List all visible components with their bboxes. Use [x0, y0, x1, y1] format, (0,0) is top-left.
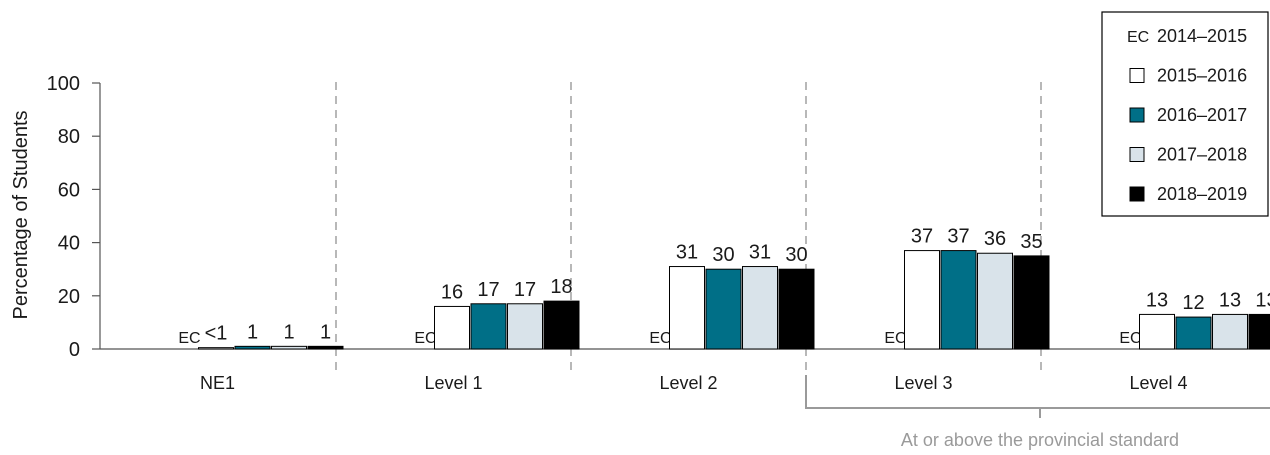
bar-level-2-2017–2018	[742, 266, 778, 350]
bar-level-3-2016–2017	[940, 250, 977, 350]
category-label: Level 4	[1129, 373, 1187, 393]
bar-value-label: 13	[1255, 289, 1270, 311]
legend-label: 2014–2015	[1157, 26, 1247, 46]
bar-label-ec: EC	[649, 330, 671, 347]
category-label: Level 2	[659, 373, 717, 393]
bar-value-label: 1	[247, 321, 258, 343]
standard-bracket: At or above the provincial standard	[805, 375, 1270, 450]
bar-value-label: 30	[712, 244, 734, 266]
bar-value-label: <1	[205, 323, 228, 345]
bar-level-1-2017–2018	[507, 303, 543, 350]
bar-value-label: 31	[749, 242, 771, 264]
bar-label-ec: EC	[1119, 330, 1141, 347]
bar-value-label: 17	[477, 279, 499, 301]
bar-value-label: 13	[1146, 289, 1168, 311]
bar-value-label: 1	[283, 321, 294, 343]
y-tick-label: 100	[47, 73, 80, 95]
bar-value-label: 37	[911, 226, 933, 248]
bar-label-ec: EC	[178, 330, 200, 347]
bar-ne1-2018–2019	[307, 345, 344, 350]
y-axis-label: Percentage of Students	[10, 110, 32, 319]
bar-value-label: 30	[785, 244, 807, 266]
bar-value-label: 17	[514, 279, 536, 301]
bar-level-1-2016–2017	[470, 303, 507, 350]
category-label: NE1	[200, 373, 235, 393]
bar-level-3-2015–2016	[904, 250, 940, 350]
bar-value-label: 31	[676, 242, 698, 264]
bar-ne1-2016–2017	[234, 345, 271, 350]
legend-marker-ec: EC	[1127, 29, 1149, 46]
legend-swatch	[1129, 68, 1145, 83]
bar-level-1-2015–2016	[434, 305, 470, 350]
bar-value-label: 13	[1219, 289, 1241, 311]
bars-group: EC <1 1 1 1 EC 16 17 17 18 EC 31 30 31 30 EC 37 37 36 35 EC 1…	[178, 226, 1270, 350]
y-tick-label: 60	[58, 179, 80, 201]
category-labels: NE1 Level 1 Level 2 Level 3 Level 4	[200, 373, 1188, 393]
legend-swatch	[1129, 147, 1145, 162]
y-tick-label: 40	[58, 233, 80, 255]
bar-level-2-2018–2019	[778, 268, 815, 350]
bar-value-label: 36	[984, 228, 1006, 250]
bar-level-4-2018–2019	[1248, 313, 1270, 350]
legend-label: 2015–2016	[1157, 66, 1247, 86]
bar-label-ec: EC	[884, 330, 906, 347]
y-ticks: 0 20 40 60 80 100	[47, 73, 100, 361]
bar-level-4-2017–2018	[1212, 313, 1248, 350]
bar-level-3-2018–2019	[1013, 255, 1050, 350]
bar-ne1-2017–2018	[271, 345, 307, 350]
bar-value-label: 16	[441, 281, 463, 303]
bar-label-ec: EC	[414, 330, 436, 347]
bar-value-label: 37	[947, 226, 969, 248]
legend-swatch	[1129, 107, 1145, 123]
bar-level-2-2016–2017	[705, 268, 742, 350]
bar-level-3-2017–2018	[977, 252, 1013, 350]
bar-value-label: 35	[1020, 231, 1042, 253]
bar-level-2-2015–2016	[669, 266, 705, 350]
legend-label: 2018–2019	[1157, 184, 1247, 204]
bar-value-label: 18	[550, 276, 572, 298]
bar-level-4-2015–2016	[1139, 313, 1175, 350]
y-tick-label: 80	[58, 126, 80, 148]
bar-level-4-2016–2017	[1175, 316, 1212, 350]
bar-level-1-2018–2019	[543, 300, 580, 350]
category-label: Level 3	[894, 373, 952, 393]
legend-label: 2017–2018	[1157, 145, 1247, 165]
standard-bracket-label: At or above the provincial standard	[901, 430, 1179, 450]
y-tick-label: 0	[69, 339, 80, 361]
category-label: Level 1	[424, 373, 482, 393]
bar-ne1-2015–2016	[198, 347, 234, 350]
bar-value-label: 1	[320, 321, 331, 343]
legend-label: 2016–2017	[1157, 105, 1247, 125]
y-tick-label: 20	[58, 286, 80, 308]
standard-bracket-line	[805, 375, 1270, 418]
legend: EC 2014–2015 2015–2016 2016–2017 2017–2018 20…	[1101, 11, 1269, 217]
bar-value-label: 12	[1182, 292, 1204, 314]
legend-swatch	[1129, 186, 1145, 202]
